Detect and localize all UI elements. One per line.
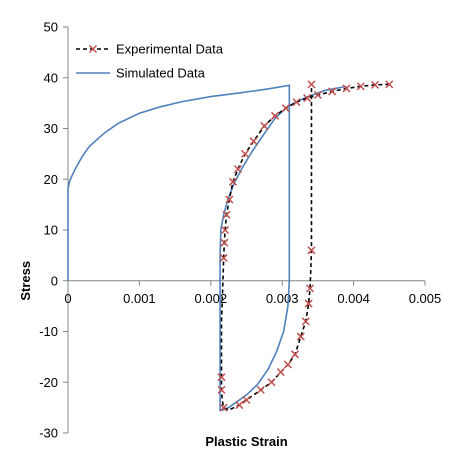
data-point	[283, 360, 292, 369]
x-tick-label: 0.005	[409, 291, 442, 306]
data-point	[301, 317, 310, 326]
data-point	[307, 80, 316, 89]
data-point	[260, 121, 269, 130]
y-tick-label: -10	[39, 324, 58, 339]
y-tick-label: 20	[44, 172, 58, 187]
data-point	[271, 111, 280, 120]
data-point	[233, 165, 242, 174]
data-point	[292, 98, 301, 107]
y-tick-label: -20	[39, 375, 58, 390]
y-tick-label: -30	[39, 426, 58, 441]
data-point	[225, 195, 234, 204]
data-point	[370, 80, 380, 89]
data-point	[221, 225, 230, 235]
y-axis-title: Stress	[18, 261, 33, 301]
series-line	[67, 84, 347, 411]
x-tick-label: 0	[64, 291, 71, 306]
data-point	[328, 87, 337, 96]
x-axis-title: Plastic Strain	[205, 434, 287, 449]
series-simulated	[67, 84, 347, 411]
legend-label: Experimental Data	[116, 42, 224, 57]
data-point	[220, 238, 229, 247]
data-point	[222, 210, 231, 219]
legend-item: Experimental Data	[76, 42, 224, 57]
legend-item: Simulated Data	[76, 66, 206, 81]
data-point	[235, 401, 244, 410]
legend-label: Simulated Data	[116, 66, 206, 81]
x-tick-label: 0.004	[337, 291, 370, 306]
legend-marker	[88, 44, 98, 54]
data-point	[228, 177, 237, 186]
x-tick-label: 0.003	[266, 291, 299, 306]
data-point	[304, 299, 313, 308]
data-point	[306, 284, 315, 293]
data-point	[267, 378, 276, 387]
data-point	[219, 403, 228, 412]
data-point	[217, 373, 226, 382]
series-line	[220, 83, 390, 412]
data-point	[313, 90, 322, 100]
legend: Experimental Data Simulated Data	[76, 42, 224, 81]
x-tick-label: 0.001	[123, 291, 156, 306]
y-tick-label: 0	[51, 273, 58, 288]
data-point	[291, 350, 300, 359]
data-point	[303, 94, 312, 103]
axes: -30 -20 -10 0 10 20 30 40 50 0 0.001 0.002 0.003 0.00…	[39, 20, 441, 441]
data-point	[307, 246, 316, 255]
data-point	[249, 137, 258, 146]
y-tick-label: 50	[44, 20, 58, 35]
data-point	[219, 253, 228, 262]
data-point	[281, 104, 290, 113]
y-tick-label: 40	[44, 70, 58, 85]
y-tick-label: 30	[44, 121, 58, 136]
data-point	[356, 82, 365, 91]
series-experimental	[217, 80, 394, 412]
series-layer	[67, 80, 394, 412]
data-point	[217, 385, 226, 394]
data-point	[241, 149, 250, 158]
data-point	[296, 332, 305, 341]
y-tick-label: 10	[44, 223, 58, 238]
data-point	[385, 80, 394, 89]
data-point	[242, 395, 251, 405]
data-point	[276, 368, 285, 377]
data-point	[256, 385, 265, 394]
data-point	[342, 84, 351, 93]
x-tick-label: 0.002	[195, 291, 228, 306]
